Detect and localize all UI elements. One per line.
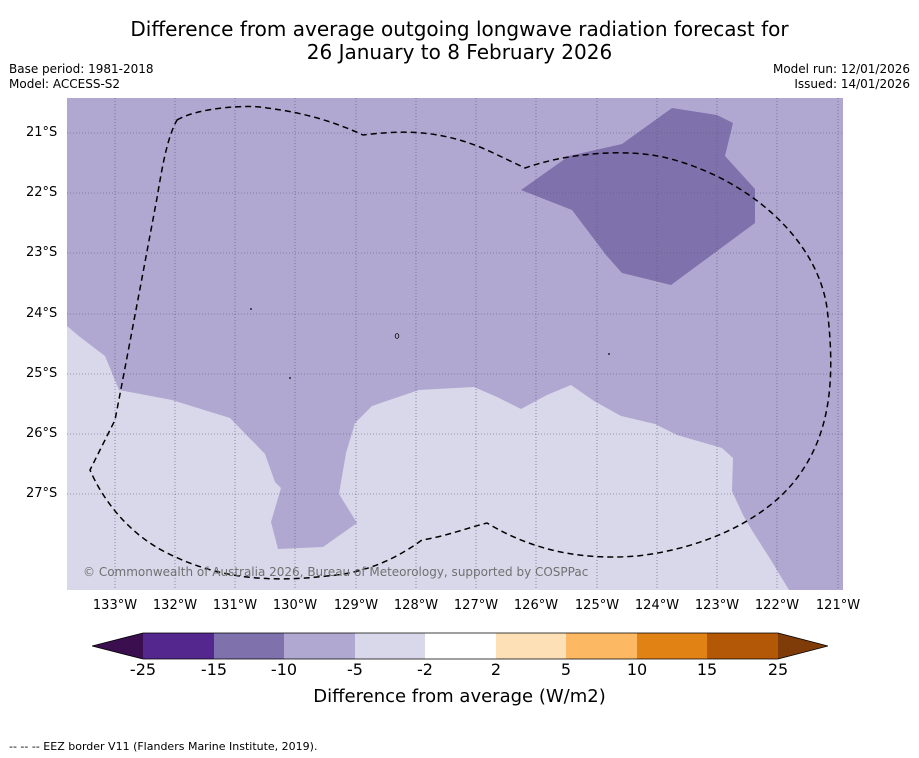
colorbar [91,632,830,660]
cb-arrow-low [92,633,143,659]
issued-date: Issued: 14/01/2026 [794,77,910,91]
cb-band-9 [707,633,778,659]
lat-label-25s: 25°S [26,366,58,381]
lon-label-123w: 123°W [694,598,740,613]
title-line-1: Difference from average outgoing longwav… [130,17,789,41]
island-2 [394,333,400,339]
cb-band-2 [214,633,284,659]
lat-label-26s: 26°S [26,426,58,441]
lon-label-129w: 129°W [333,598,379,613]
lon-label-133w: 133°W [92,598,138,613]
lon-label-121w: 121°W [815,598,861,613]
cb-band-5 [425,633,496,659]
eez-border [89,105,832,580]
map-panel: © Commonwealth of Australia 2026, Bureau… [67,98,843,590]
cb-arrow-high [778,633,828,659]
cb-band-3 [284,633,355,659]
footnote-eez: -- -- -- EEZ border V11 (Flanders Marine… [9,740,318,753]
model-name: Model: ACCESS-S2 [9,77,121,91]
cb-tick-6: 2 [490,660,502,679]
lat-label-21s: 21°S [26,125,58,140]
meta-right: Model run: 12/01/2026 Issued: 14/01/2026 [773,62,910,92]
cb-tick-2: -15 [200,660,228,679]
lon-label-125w: 125°W [574,598,620,613]
lon-label-130w: 130°W [272,598,318,613]
lon-label-132w: 132°W [152,598,198,613]
lon-label-126w: 126°W [513,598,559,613]
meta-left: Base period: 1981-2018 Model: ACCESS-S2 [9,62,154,92]
cb-band-4 [355,633,425,659]
colorbar-svg [91,632,830,660]
island-3 [608,353,610,355]
lon-label-124w: 124°W [634,598,680,613]
cb-tick-10: 25 [767,660,789,679]
cb-tick-4: -5 [347,660,363,679]
cb-tick-8: 10 [626,660,648,679]
cb-tick-5: -2 [417,660,433,679]
map-svg [67,98,843,590]
cb-tick-7: 5 [560,660,572,679]
cb-band-7 [566,633,637,659]
title-line-2: 26 January to 8 February 2026 [306,40,613,64]
cb-tick-1: -25 [129,660,157,679]
island-1 [250,308,252,310]
lon-label-127w: 127°W [453,598,499,613]
lat-label-22s: 22°S [26,185,58,200]
cb-tick-9: 15 [696,660,718,679]
lat-label-27s: 27°S [26,486,58,501]
chart-title: Difference from average outgoing longwav… [0,18,919,64]
cb-band-8 [637,633,707,659]
cb-tick-3: -10 [270,660,298,679]
gridlines [67,98,843,590]
island-4 [289,377,291,379]
region-neg15-neg10 [521,108,755,285]
colorbar-label: Difference from average (W/m2) [313,686,606,707]
lat-label-23s: 23°S [26,245,58,260]
cb-band-1 [143,633,214,659]
cb-band-6 [496,633,566,659]
lon-label-122w: 122°W [754,598,800,613]
lat-label-24s: 24°S [26,306,58,321]
base-period: Base period: 1981-2018 [9,62,154,76]
lon-label-131w: 131°W [212,598,258,613]
model-run: Model run: 12/01/2026 [772,62,910,76]
lon-label-128w: 128°W [393,598,439,613]
copyright-text: © Commonwealth of Australia 2026, Bureau… [83,565,589,579]
region-neg5-neg2 [67,326,789,590]
